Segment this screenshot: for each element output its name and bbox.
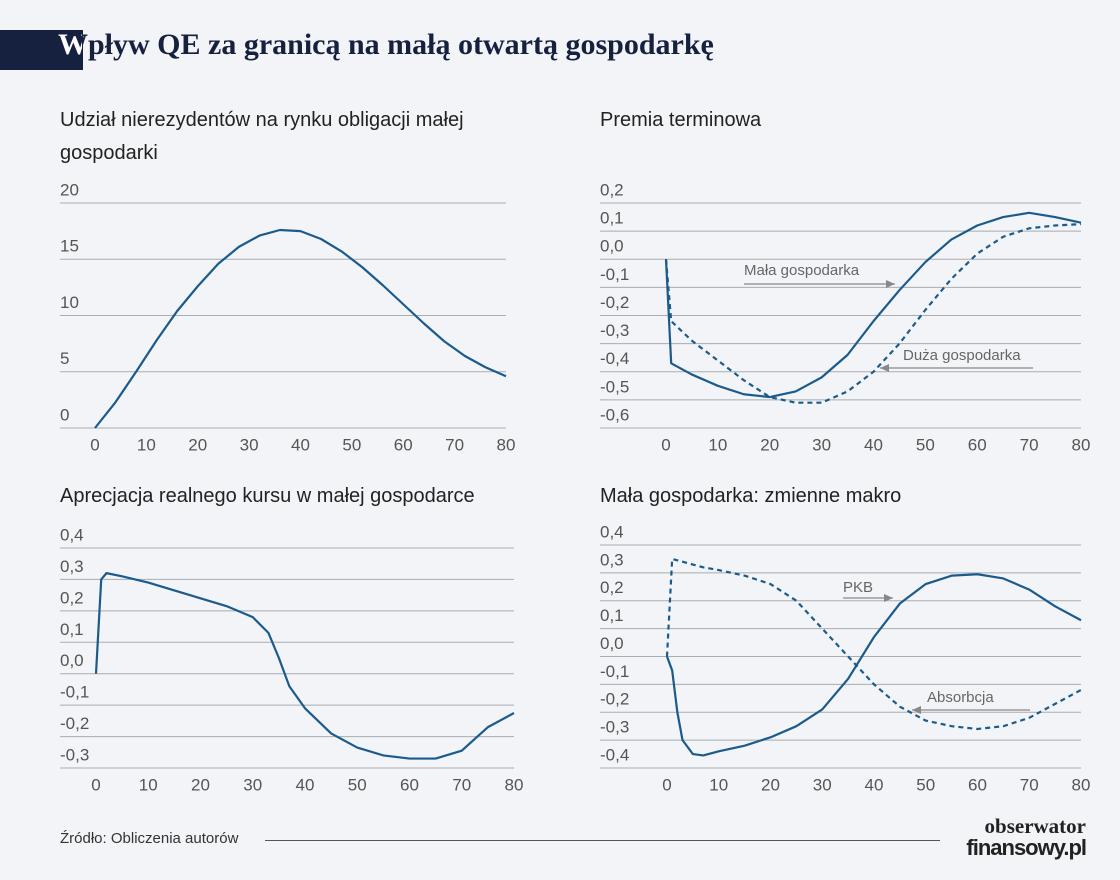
y-tick-label: 0,0 — [600, 237, 624, 256]
x-tick-label: 20 — [761, 775, 780, 794]
series-line — [664, 211, 1082, 399]
x-tick-label: 70 — [445, 435, 464, 454]
x-tick-label: 10 — [139, 775, 158, 794]
y-tick-label: -0,4 — [600, 349, 629, 368]
y-tick-label: -0,1 — [600, 662, 629, 681]
series-line — [664, 222, 1082, 404]
y-tick-label: 0,1 — [600, 209, 624, 228]
x-tick-label: 40 — [864, 435, 883, 454]
x-tick-label: 50 — [348, 775, 367, 794]
x-tick-label: 30 — [240, 435, 259, 454]
x-tick-label: 40 — [296, 775, 315, 794]
y-tick-label: 0,2 — [600, 578, 624, 597]
y-tick-label: -0,3 — [60, 745, 89, 764]
x-tick-label: 10 — [708, 435, 727, 454]
panel-title: Premia terminowa — [600, 109, 762, 131]
y-tick-label: -0,3 — [600, 718, 629, 737]
arrow-head — [912, 706, 921, 714]
x-tick-label: 80 — [1072, 435, 1091, 454]
x-tick-label: 60 — [400, 775, 419, 794]
y-tick-label: 0,4 — [600, 522, 624, 541]
panel-title: Aprecjacja realnego kursu w małej gospod… — [60, 485, 475, 507]
x-tick-label: 50 — [342, 435, 361, 454]
y-tick-label: -0,5 — [600, 377, 629, 396]
logo-top: obserwator — [984, 814, 1086, 838]
series-label: Duża gospodarka — [903, 347, 1021, 364]
y-tick-label: 0,1 — [60, 620, 84, 639]
series-line — [94, 572, 515, 760]
x-tick-label: 80 — [497, 435, 516, 454]
y-tick-label: -0,2 — [600, 293, 629, 312]
x-tick-label: 50 — [916, 435, 935, 454]
panel-title: Udział nierezydentów na rynku obligacji … — [60, 109, 464, 164]
x-tick-label: 70 — [452, 775, 471, 794]
x-tick-label: 20 — [760, 435, 779, 454]
arrow-head — [886, 280, 895, 288]
x-tick-label: 10 — [709, 775, 728, 794]
y-tick-label: 0,2 — [60, 588, 84, 607]
title-block — [0, 30, 83, 70]
x-tick-label: 30 — [813, 775, 832, 794]
series-line — [665, 557, 1082, 731]
y-tick-label: 5 — [60, 349, 69, 368]
y-tick-label: 0,1 — [600, 606, 624, 625]
series-label: Absorbcja — [927, 689, 994, 706]
y-tick-label: 0,2 — [600, 180, 624, 199]
x-tick-label: 50 — [916, 775, 935, 794]
x-tick-label: 60 — [968, 775, 987, 794]
x-tick-label: 40 — [291, 435, 310, 454]
x-tick-label: 30 — [812, 435, 831, 454]
panel-title: Mała gospodarka: zmienne makro — [600, 485, 902, 507]
y-tick-label: 20 — [60, 180, 79, 199]
y-tick-label: 10 — [60, 293, 79, 312]
x-tick-label: 30 — [243, 775, 262, 794]
source: Źródło: Obliczenia autorów — [60, 830, 239, 847]
y-tick-label: -0,2 — [600, 690, 629, 709]
y-tick-label: 0,3 — [600, 550, 624, 569]
series-label: PKB — [843, 579, 873, 596]
x-tick-label: 0 — [91, 775, 100, 794]
y-tick-label: 0 — [60, 405, 69, 424]
logo: obserwator finansowy.pl — [952, 814, 1087, 860]
arrow-head — [880, 364, 889, 372]
y-tick-label: 0,0 — [60, 651, 84, 670]
x-tick-label: 40 — [865, 775, 884, 794]
y-tick-label: 0,4 — [60, 525, 84, 544]
logo-bottom: finansowy.pl — [966, 835, 1087, 860]
y-tick-label: -0,3 — [600, 321, 629, 340]
x-tick-label: 80 — [505, 775, 524, 794]
source-rule — [265, 840, 940, 841]
x-tick-label: 0 — [661, 435, 670, 454]
series-line — [665, 573, 1082, 757]
y-tick-label: -0,1 — [60, 683, 89, 702]
y-tick-label: -0,2 — [60, 714, 89, 733]
x-tick-label: 0 — [662, 775, 671, 794]
x-tick-label: 70 — [1020, 435, 1039, 454]
y-tick-label: 0,0 — [600, 634, 624, 653]
x-tick-label: 60 — [394, 435, 413, 454]
x-tick-label: 80 — [1072, 775, 1091, 794]
x-tick-label: 0 — [90, 435, 99, 454]
x-tick-label: 70 — [1020, 775, 1039, 794]
page-title: Wpływ QE za granicą na małą otwartą gosp… — [58, 28, 714, 61]
x-tick-label: 10 — [137, 435, 156, 454]
series-line — [94, 228, 507, 429]
y-tick-label: 0,3 — [60, 557, 84, 576]
y-tick-label: 15 — [60, 237, 79, 256]
arrow-head — [884, 594, 893, 602]
x-tick-label: 60 — [968, 435, 987, 454]
series-label: Mała gospodarka — [744, 262, 860, 279]
y-tick-label: -0,4 — [600, 745, 629, 764]
x-tick-label: 20 — [188, 435, 207, 454]
y-tick-label: -0,1 — [600, 265, 629, 284]
x-tick-label: 20 — [191, 775, 210, 794]
y-tick-label: -0,6 — [600, 405, 629, 424]
